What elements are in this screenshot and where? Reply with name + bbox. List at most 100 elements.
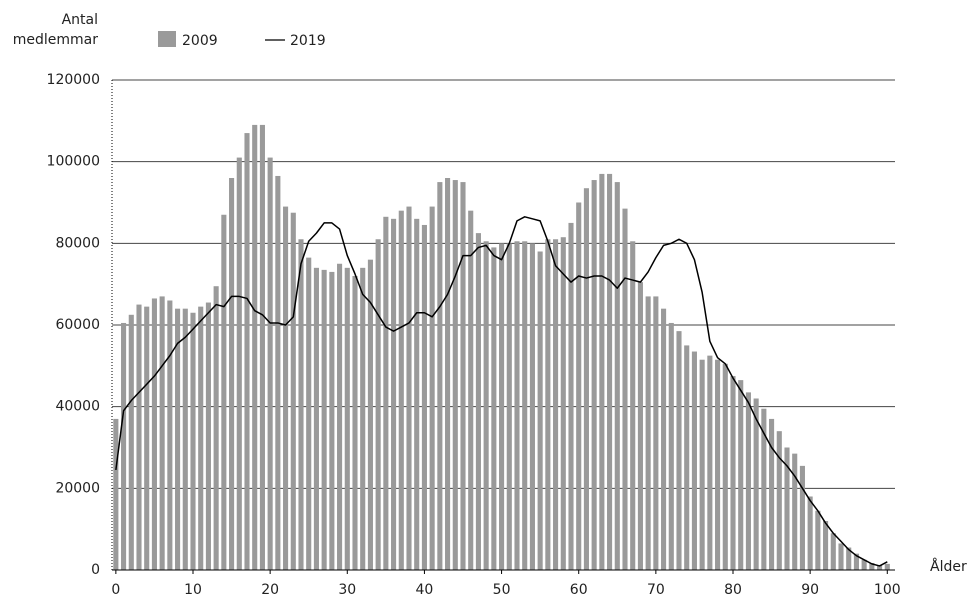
bar <box>792 453 798 570</box>
bar <box>367 259 373 570</box>
bar <box>738 380 744 570</box>
bar <box>715 359 721 570</box>
bar <box>421 224 427 571</box>
bar <box>553 239 559 570</box>
x-axis-label: Ålder <box>930 558 967 575</box>
bar <box>128 314 134 570</box>
bar <box>823 521 829 570</box>
y-tick-label: 40000 <box>55 399 100 415</box>
bar <box>213 286 219 570</box>
bar <box>545 239 551 570</box>
bar <box>244 133 250 571</box>
bar <box>437 182 443 571</box>
bar <box>707 355 713 570</box>
x-tick-label: 90 <box>801 582 819 598</box>
bar <box>730 376 736 570</box>
bar <box>807 496 813 570</box>
bar <box>221 214 227 570</box>
y-tick-label: 100000 <box>47 154 100 170</box>
bar <box>344 267 350 570</box>
bar <box>769 418 775 570</box>
bar <box>298 239 304 570</box>
bar <box>205 302 211 570</box>
bar <box>391 218 397 571</box>
bar <box>491 247 497 570</box>
bar <box>468 210 474 570</box>
x-tick-label: 20 <box>261 582 279 598</box>
x-tick-label: 60 <box>570 582 588 598</box>
bar <box>745 392 751 570</box>
bar <box>830 533 836 570</box>
bar <box>637 282 643 570</box>
bar <box>236 157 242 571</box>
bar <box>151 298 157 570</box>
bar <box>630 241 636 570</box>
bar <box>229 178 235 570</box>
bar <box>514 241 520 570</box>
x-tick-label: 0 <box>111 582 120 598</box>
y-tick-label: 120000 <box>47 72 100 88</box>
y-axis-label: Antal <box>62 12 98 28</box>
bar <box>414 218 420 571</box>
bar <box>398 210 404 570</box>
bar <box>445 178 451 570</box>
bar <box>815 510 821 570</box>
bar <box>259 124 265 571</box>
bar <box>583 188 589 571</box>
bar <box>383 216 389 570</box>
bar <box>136 304 142 570</box>
bar <box>853 553 859 570</box>
bar <box>483 241 489 570</box>
bar <box>607 173 613 570</box>
bar <box>799 465 805 570</box>
y-tick-label: 80000 <box>55 235 100 251</box>
bar <box>869 563 875 570</box>
bar <box>329 271 335 570</box>
line <box>115 216 888 567</box>
x-tick-label: 30 <box>338 582 356 598</box>
bar <box>537 251 543 570</box>
bar <box>529 243 535 571</box>
bar <box>267 157 273 571</box>
bar <box>198 306 204 570</box>
bar <box>290 212 296 571</box>
bar <box>576 202 582 570</box>
bar <box>190 312 196 570</box>
bar <box>599 173 605 570</box>
bar <box>668 322 674 570</box>
bar <box>275 175 281 571</box>
bar <box>884 563 890 570</box>
bar <box>429 206 435 571</box>
x-tick-label: 50 <box>493 582 511 598</box>
bar <box>144 306 150 570</box>
bar <box>460 182 466 571</box>
bar <box>699 359 705 570</box>
bar <box>676 331 682 570</box>
bar <box>776 431 782 570</box>
bar <box>877 565 883 570</box>
bar <box>321 269 327 570</box>
bar <box>861 559 867 570</box>
bar <box>167 300 173 570</box>
bar <box>653 296 659 570</box>
y-axis-label: medlemmar <box>13 32 98 48</box>
bar <box>684 345 690 570</box>
legend-swatch <box>158 31 176 47</box>
bar <box>661 308 667 570</box>
x-tick-label: 40 <box>416 582 434 598</box>
y-tick-label: 0 <box>91 562 100 578</box>
bar <box>506 243 512 571</box>
bar <box>337 263 343 570</box>
bar <box>252 124 258 571</box>
bar <box>113 418 119 570</box>
x-tick-label: 100 <box>874 582 901 598</box>
bar <box>560 237 566 571</box>
bar <box>283 206 289 571</box>
bar <box>622 208 628 570</box>
bar <box>375 239 381 570</box>
bar <box>591 180 597 570</box>
bar <box>838 543 844 570</box>
bar <box>159 296 165 570</box>
bar <box>406 206 412 571</box>
y-tick-label: 60000 <box>55 317 100 333</box>
